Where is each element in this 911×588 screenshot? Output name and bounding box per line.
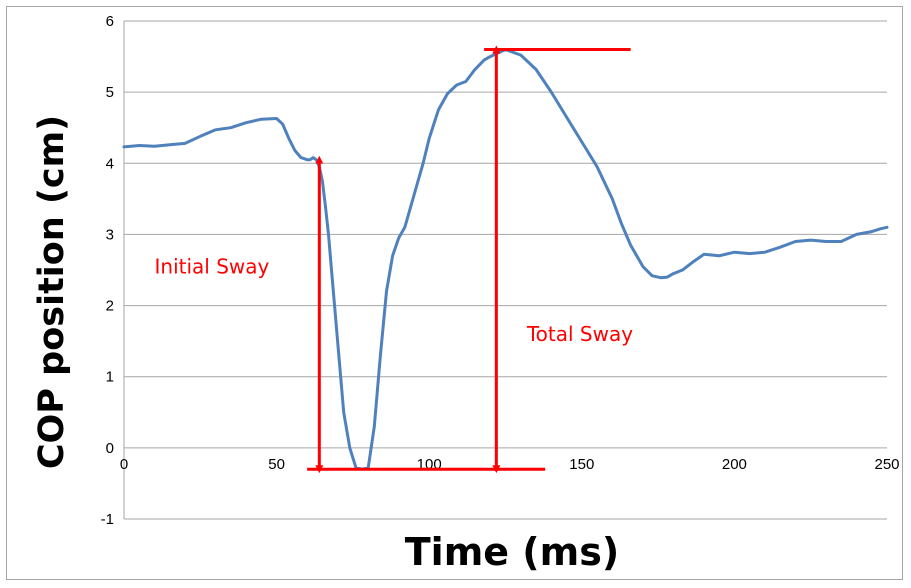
total-sway-label: Total Sway bbox=[526, 322, 633, 346]
x-tick-label: 250 bbox=[874, 456, 899, 473]
y-tick-label: 3 bbox=[106, 226, 114, 243]
y-tick-labels: -1 0 1 2 3 4 5 6 bbox=[101, 13, 114, 528]
y-axis-title: COP position (cm) bbox=[32, 115, 72, 469]
x-tick-label: 0 bbox=[120, 456, 128, 473]
x-axis-title: Time (ms) bbox=[405, 530, 620, 574]
x-tick-label: 50 bbox=[268, 456, 285, 473]
x-tick-label: 200 bbox=[722, 456, 747, 473]
series-line-0 bbox=[122, 48, 889, 471]
initial-sway-label: Initial Sway bbox=[155, 255, 270, 279]
chart-frame: -1 0 1 2 3 4 5 6 0 50 100 150 200 250 Initial Sway To… bbox=[6, 6, 903, 580]
y-tick-label: -1 bbox=[101, 511, 114, 528]
x-tick-label: 150 bbox=[569, 456, 594, 473]
annotations: Initial Sway Total Sway bbox=[155, 45, 633, 474]
y-tick-label: 5 bbox=[106, 84, 114, 101]
grid bbox=[123, 20, 887, 520]
y-tick-label: 6 bbox=[106, 13, 114, 30]
y-tick-label: 2 bbox=[106, 298, 114, 315]
series bbox=[122, 48, 889, 471]
y-tick-label: 1 bbox=[106, 369, 114, 386]
y-tick-label: 0 bbox=[106, 440, 114, 457]
y-tick-label: 4 bbox=[106, 155, 114, 172]
